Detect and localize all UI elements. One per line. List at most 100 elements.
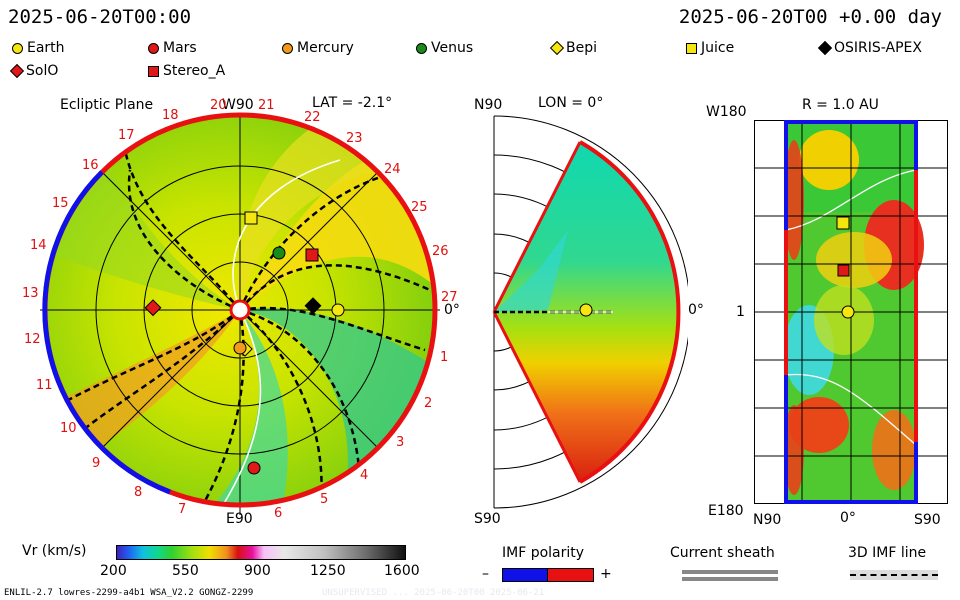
meridional-polarity-arc — [579, 140, 681, 484]
carrington-label: 20 — [210, 98, 227, 113]
carrington-label: 4 — [360, 468, 369, 483]
imf-3d-label: 3D IMF line — [848, 545, 927, 561]
legend-juice: Juice — [686, 40, 734, 56]
juice-icon — [836, 216, 850, 230]
n90-label: N90 — [474, 97, 503, 113]
current-sheath-swatch — [682, 570, 778, 574]
polarity-positive-swatch — [547, 568, 594, 582]
polarity-minus: – — [482, 566, 489, 582]
imf-3d-swatch — [850, 570, 938, 580]
carrington-label: 22 — [304, 110, 321, 125]
polarity-negative-swatch — [502, 568, 548, 582]
carrington-label: 8 — [134, 485, 143, 500]
juice-marker-icon — [686, 42, 697, 54]
mars-icon — [247, 461, 261, 475]
meridional-plane-plot — [492, 115, 688, 509]
colorbar-tick: 200 — [100, 563, 127, 579]
carrington-label: 18 — [162, 108, 179, 123]
current-sheath-lines — [219, 159, 341, 505]
w90-label: W90 — [222, 97, 254, 113]
carrington-label: 27 — [441, 290, 458, 305]
solo-marker-icon — [9, 63, 25, 79]
legend-stereo-a: Stereo_A — [148, 63, 225, 79]
carrington-label: 10 — [60, 421, 77, 436]
bepi-marker-icon — [549, 40, 565, 56]
colorbar-tick: 550 — [172, 563, 199, 579]
cylinder-x-left: N90 — [753, 512, 782, 528]
legend-mars: Mars — [148, 40, 197, 56]
cylinder-x-mid: 0° — [840, 510, 856, 526]
ecliptic-zero-label: 0° — [444, 302, 460, 318]
s90-label: S90 — [474, 511, 501, 527]
lat-label: LAT = -2.1° — [312, 95, 393, 111]
earth-icon — [841, 305, 855, 319]
carrington-label: 7 — [178, 502, 187, 517]
legend-solo: SolO — [9, 63, 58, 79]
velocity-colorbar — [116, 545, 406, 560]
osiris-apex-marker-icon — [817, 40, 833, 56]
carrington-label: 25 — [411, 200, 428, 215]
sun-icon — [229, 299, 251, 321]
mercury-icon — [233, 341, 247, 355]
stereo-a-marker-icon — [148, 65, 159, 77]
carrington-label: 17 — [118, 128, 135, 143]
cylinder-mid-label: 1 — [736, 304, 745, 320]
legend-venus: Venus — [416, 40, 473, 56]
polarity-plus: + — [600, 566, 612, 582]
carrington-label: 13 — [22, 286, 39, 301]
watermark-footer: UNSUPERVISED ... 2025-06-20T00 2025-06-2… — [322, 588, 545, 598]
colorbar-label: Vr (km/s) — [22, 543, 87, 559]
ecliptic-plane-plot — [40, 112, 440, 515]
carrington-label: 14 — [30, 238, 47, 253]
colorbar-tick: 1600 — [384, 563, 420, 579]
ecliptic-title: Ecliptic Plane — [60, 97, 154, 113]
e180-label: E180 — [708, 503, 744, 519]
meridional-zero-label: 0° — [688, 302, 704, 318]
current-sheath-label: Current sheath — [670, 545, 775, 561]
carrington-label: 16 — [82, 158, 99, 173]
cylinder-title: R = 1.0 AU — [802, 97, 879, 113]
cylinder-x-right: S90 — [914, 512, 941, 528]
carrington-label: 9 — [92, 456, 101, 471]
osiris-apex-icon — [304, 297, 322, 315]
colorbar-tick: 900 — [244, 563, 271, 579]
venus-marker-icon — [416, 42, 427, 54]
venus-icon — [272, 246, 286, 260]
legend-earth: Earth — [12, 40, 65, 56]
carrington-label: 11 — [36, 378, 53, 393]
carrington-label: 21 — [258, 98, 275, 113]
legend-mercury: Mercury — [282, 40, 354, 56]
carrington-label: 5 — [320, 492, 329, 507]
carrington-label: 1 — [440, 350, 449, 365]
imf-polarity-label: IMF polarity — [502, 545, 585, 561]
lon-label: LON = 0° — [538, 95, 604, 111]
w180-label: W180 — [706, 104, 747, 120]
juice-icon — [244, 211, 258, 225]
carrington-label: 23 — [346, 131, 363, 146]
carrington-label: 26 — [432, 244, 449, 259]
stereo-a-icon — [305, 248, 319, 262]
carrington-label: 12 — [24, 332, 41, 347]
stereo-a-icon — [837, 264, 850, 277]
earth-marker-icon — [12, 42, 23, 54]
e90-label: E90 — [226, 511, 253, 527]
carrington-label: 24 — [384, 162, 401, 177]
spacecraft-markers — [144, 211, 345, 475]
cylinder-plot — [754, 120, 948, 504]
mars-marker-icon — [148, 42, 159, 54]
carrington-label: 15 — [52, 196, 69, 211]
carrington-label: 6 — [274, 506, 283, 521]
polarity-ring-negative — [42, 170, 171, 495]
legend-bepi: Bepi — [549, 40, 597, 56]
earth-icon — [579, 303, 593, 317]
carrington-label: 2 — [424, 396, 433, 411]
right-datetime: 2025-06-20T00 +0.00 day — [678, 6, 942, 28]
mercury-marker-icon — [282, 42, 293, 54]
earth-icon — [331, 303, 345, 317]
solo-icon — [144, 299, 162, 317]
model-footer: ENLIL-2.7 lowres-2299-a4b1 WSA_V2.2 GONG… — [4, 588, 254, 598]
carrington-label: 3 — [396, 435, 405, 450]
colorbar-tick: 1250 — [310, 563, 346, 579]
left-datetime: 2025-06-20T00:00 — [8, 6, 192, 28]
legend-osiris-apex: OSIRIS-APEX — [817, 40, 922, 56]
